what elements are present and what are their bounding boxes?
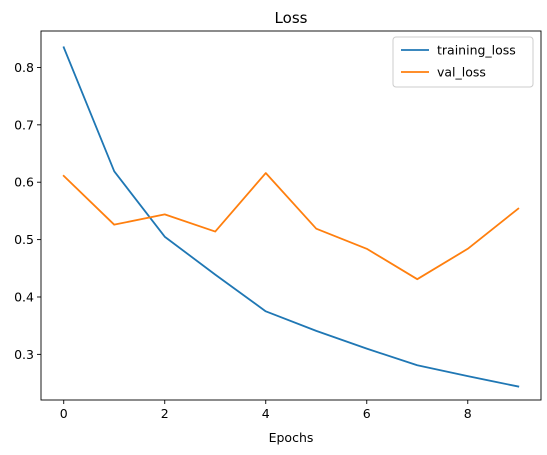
x-tick-label: 4 xyxy=(262,406,270,421)
x-tick-label: 2 xyxy=(161,406,169,421)
x-tick-label: 0 xyxy=(60,406,68,421)
y-tick-label: 0.3 xyxy=(14,347,34,362)
y-tick-label: 0.5 xyxy=(14,232,34,247)
axes-frame xyxy=(40,30,542,401)
y-tick-label: 0.7 xyxy=(14,117,34,132)
legend-label-val-loss: val_loss xyxy=(437,65,486,80)
plot-area: 0 2 4 6 8 0.3 0.4 0.5 0.6 0.7 0.8 xyxy=(14,30,542,421)
chart-title: Loss xyxy=(275,9,308,27)
x-tick-label: 6 xyxy=(363,406,371,421)
y-tick-label: 0.4 xyxy=(14,289,34,304)
x-axis-label: Epochs xyxy=(269,430,314,445)
series-line-training-loss xyxy=(62,46,520,388)
series-line-val-loss xyxy=(62,172,520,281)
y-tick-label: 0.6 xyxy=(14,175,34,190)
y-tick-label: 0.8 xyxy=(14,60,34,75)
legend: training_loss val_loss xyxy=(392,36,534,88)
x-tick-label: 8 xyxy=(464,406,472,421)
legend-label-training-loss: training_loss xyxy=(437,43,516,58)
